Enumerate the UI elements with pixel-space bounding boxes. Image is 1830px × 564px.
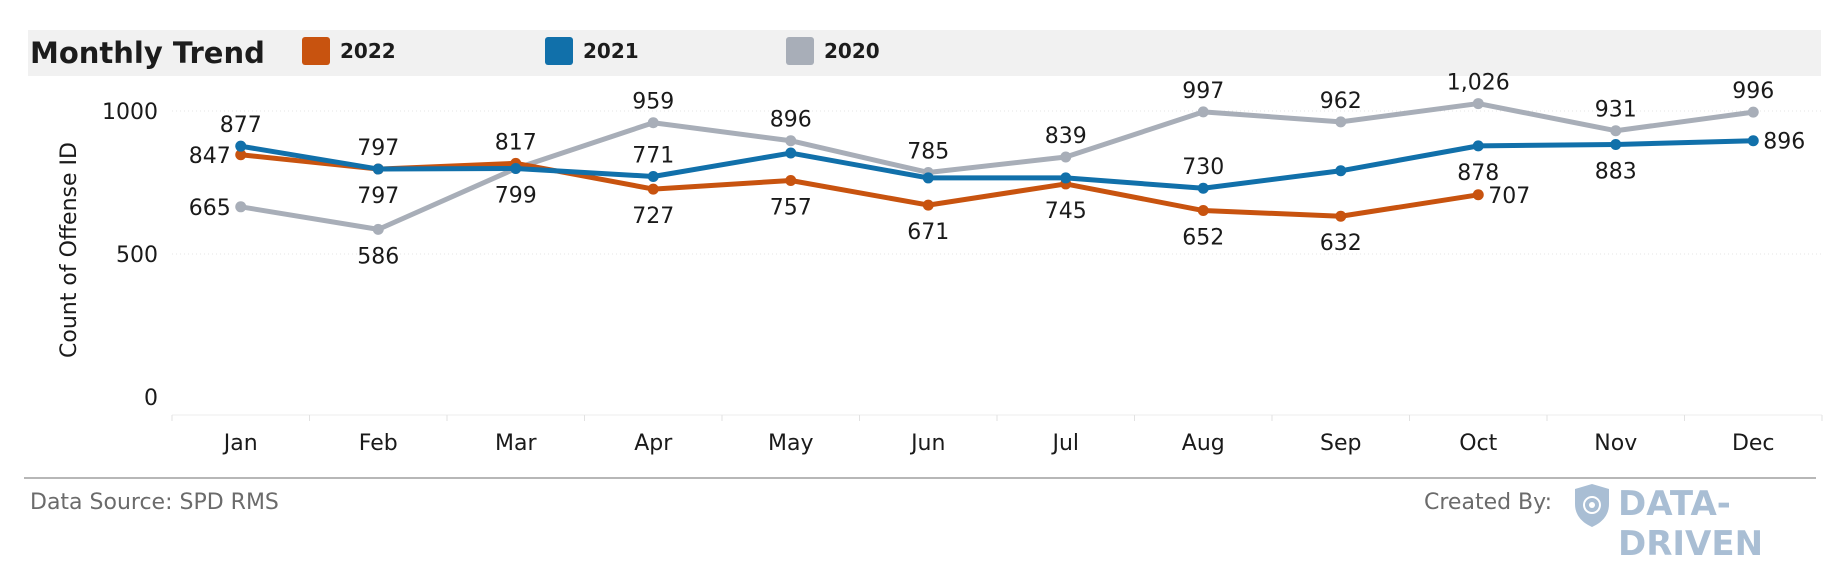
data-label-2021: 730 xyxy=(1182,155,1224,180)
data-label-2021: 878 xyxy=(1457,161,1499,186)
legend-swatch-2022 xyxy=(302,37,330,65)
data-label-2020: 959 xyxy=(632,90,674,115)
data-point-2021 xyxy=(1335,165,1347,177)
legend-label-2021: 2021 xyxy=(583,39,639,63)
series-line-2020 xyxy=(238,101,1756,232)
footer-divider xyxy=(24,477,1816,479)
legend-swatch-2021 xyxy=(545,37,573,65)
data-source-text: Data Source: SPD RMS xyxy=(30,490,279,515)
x-tick-label: Oct xyxy=(1459,431,1497,456)
data-label-2022: 847 xyxy=(189,144,231,169)
data-label-2020: 785 xyxy=(907,139,949,164)
data-point-2020 xyxy=(235,201,247,213)
data-point-2021 xyxy=(372,163,384,175)
data-label-2022: 727 xyxy=(632,204,674,229)
data-point-2020 xyxy=(647,117,659,129)
data-label-2020: 839 xyxy=(1045,124,1087,149)
data-point-2022 xyxy=(1472,189,1484,201)
data-label-2021: 877 xyxy=(220,113,262,138)
data-label-2022: 707 xyxy=(1488,184,1530,209)
legend-item-2021[interactable]: 2021 xyxy=(545,37,639,65)
data-point-2021 xyxy=(1197,182,1209,194)
data-label-2022: 757 xyxy=(770,195,812,220)
data-point-2021 xyxy=(1060,172,1072,184)
data-label-2020: 996 xyxy=(1732,79,1774,104)
data-point-2020 xyxy=(1472,98,1484,110)
data-point-2021 xyxy=(1472,140,1484,152)
data-label-2021: 883 xyxy=(1595,159,1637,184)
data-point-2020 xyxy=(1747,106,1759,118)
data-point-2020 xyxy=(1197,106,1209,118)
data-point-2022 xyxy=(785,174,797,186)
x-tick-label: Sep xyxy=(1320,431,1361,456)
data-point-2022 xyxy=(1197,205,1209,217)
data-point-2021 xyxy=(785,147,797,159)
chart-title: Monthly Trend xyxy=(30,36,265,70)
data-label-2021: 771 xyxy=(632,143,674,168)
data-label-2020: 997 xyxy=(1182,79,1224,104)
data-point-2020 xyxy=(372,223,384,235)
data-driven-logo: DATA-DRIVEN xyxy=(1618,484,1764,564)
data-label-2020: 962 xyxy=(1320,89,1362,114)
x-tick-label: Jan xyxy=(222,431,258,456)
data-point-2021 xyxy=(1610,138,1622,150)
data-point-2021 xyxy=(647,170,659,182)
legend-item-2022[interactable]: 2022 xyxy=(302,37,396,65)
x-tick-label: Jul xyxy=(1050,431,1079,456)
line-chart: 0 500 1000 Count of Offense ID Jan Feb Mar Apr M… xyxy=(57,71,1823,456)
police-badge-icon xyxy=(1575,484,1609,527)
y-axis-label: Count of Offense ID xyxy=(57,142,82,358)
data-point-2020 xyxy=(1060,151,1072,163)
x-tick-label: Dec xyxy=(1732,431,1775,456)
x-tick-label: Aug xyxy=(1182,431,1225,456)
x-tick-label: May xyxy=(768,431,813,456)
legend-item-2020[interactable]: 2020 xyxy=(786,37,880,65)
legend-swatch-2020 xyxy=(786,37,814,65)
data-label-2021: 896 xyxy=(1763,130,1805,155)
data-point-2022 xyxy=(235,149,247,161)
x-tick-label: Mar xyxy=(495,431,537,456)
data-label-2022: 632 xyxy=(1320,231,1362,256)
data-point-2022 xyxy=(1335,210,1347,222)
data-label-2020: 665 xyxy=(189,196,231,221)
data-point-2022 xyxy=(647,183,659,195)
data-label-2020: 896 xyxy=(770,108,812,133)
data-label-2022: 652 xyxy=(1182,226,1224,251)
data-point-2020 xyxy=(785,135,797,147)
x-tick-label: Jun xyxy=(909,431,945,456)
data-point-2021 xyxy=(510,162,522,174)
data-label-2021: 799 xyxy=(495,183,537,208)
data-label-2022: 797 xyxy=(357,184,399,209)
legend-label-2022: 2022 xyxy=(340,39,396,63)
data-label-2020: 1,026 xyxy=(1447,71,1510,96)
data-point-2020 xyxy=(1610,125,1622,137)
legend-label-2020: 2020 xyxy=(824,39,880,63)
data-label-2022: 745 xyxy=(1045,199,1087,224)
x-tick-label: Nov xyxy=(1594,431,1637,456)
data-point-2020 xyxy=(1335,116,1347,128)
x-tick-label: Apr xyxy=(634,431,673,456)
data-label-2022: 817 xyxy=(495,130,537,155)
y-tick-label: 0 xyxy=(144,386,158,411)
series-line-2022 xyxy=(238,152,1481,219)
data-point-2021 xyxy=(922,172,934,184)
series-line-2021 xyxy=(238,138,1756,191)
data-point-2021 xyxy=(235,140,247,152)
created-by-text: Created By: xyxy=(1424,490,1552,515)
data-label-2021: 797 xyxy=(357,136,399,161)
y-tick-label: 1000 xyxy=(102,100,158,125)
data-label-2020: 931 xyxy=(1595,98,1637,123)
data-point-2021 xyxy=(1747,135,1759,147)
data-label-2022: 671 xyxy=(907,220,949,245)
data-label-2020: 586 xyxy=(357,244,399,269)
x-tick-label: Feb xyxy=(359,431,398,456)
y-tick-label: 500 xyxy=(116,243,158,268)
data-point-2022 xyxy=(922,199,934,211)
